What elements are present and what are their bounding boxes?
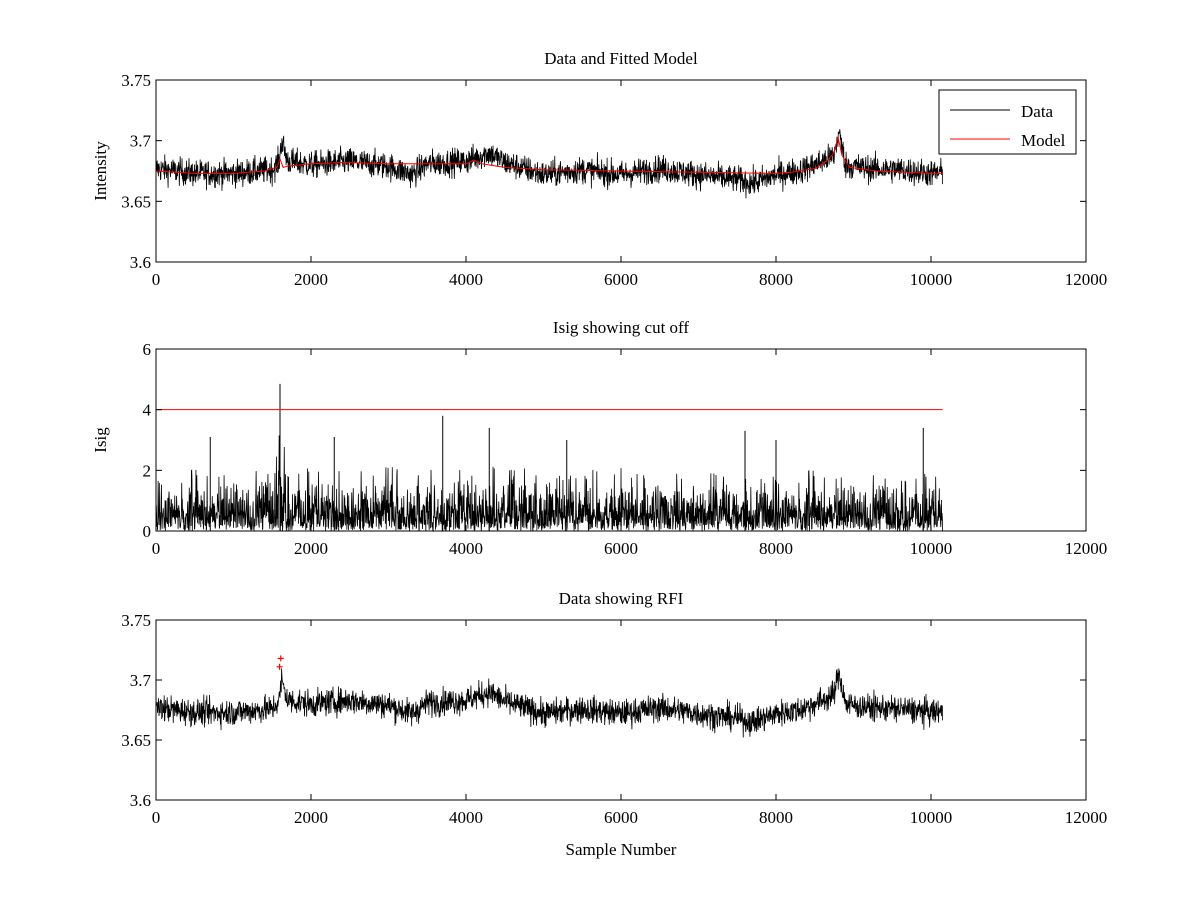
x-tick-label: 12000 [1065, 539, 1108, 558]
x-tick-label: 2000 [294, 539, 328, 558]
y-axis-label: Isig [91, 427, 110, 453]
y-tick-label: 4 [143, 401, 152, 420]
x-tick-label: 10000 [910, 539, 953, 558]
y-tick-label: 3.7 [130, 132, 152, 151]
x-tick-label: 6000 [604, 270, 638, 289]
x-tick-label: 0 [152, 808, 161, 827]
y-axis-label: Intensity [91, 141, 110, 201]
y-tick-label: 3.6 [130, 791, 151, 810]
x-axis-label: Sample Number [566, 840, 677, 859]
data-trace-line [155, 129, 944, 199]
legend-label-data: Data [1021, 102, 1054, 121]
rfi-marker-2 [277, 655, 284, 662]
x-tick-label: 2000 [294, 270, 328, 289]
legend-label-model: Model [1021, 131, 1066, 150]
series-threshold-p3 [276, 655, 284, 670]
x-tick-label: 8000 [759, 270, 793, 289]
x-tick-label: 0 [152, 270, 161, 289]
isig-trace-line [155, 435, 944, 533]
panel-2: 0 2000 4000 6000 8000 10000 12000 0 2 4 6 Isig show… [91, 318, 1107, 558]
x-tick-label: 12000 [1065, 270, 1108, 289]
x-tick-label: 6000 [604, 539, 638, 558]
series-model-p1 [155, 136, 943, 174]
x-tick-label: 4000 [449, 270, 483, 289]
x-tick-label: 4000 [449, 808, 483, 827]
y-tick-label: 0 [143, 522, 152, 541]
panel-1: 0 2000 4000 6000 8000 10000 12000 3.6 3.65 3.7 3.7… [91, 49, 1107, 289]
y-tick-label: 3.75 [121, 611, 151, 630]
x-tick-label: 10000 [910, 808, 953, 827]
x-tick-label: 0 [152, 539, 161, 558]
x-tick-label: 8000 [759, 539, 793, 558]
y-tick-label: 2 [143, 461, 152, 480]
series-signal-p2 [155, 383, 944, 533]
x-tick-label: 4000 [449, 539, 483, 558]
panel-3: 0 2000 4000 6000 8000 10000 12000 3.6 3.65 3.7 3.7… [121, 589, 1107, 859]
series-signal-p3 [155, 668, 944, 738]
rfi-marker-1 [276, 663, 283, 670]
y-tick-label: 3.6 [130, 253, 151, 272]
panel-title: Data and Fitted Model [544, 49, 698, 68]
model-line [155, 136, 943, 174]
y-tick-label: 6 [143, 340, 152, 359]
y-tick-label: 3.75 [121, 71, 151, 90]
x-tick-label: 10000 [910, 270, 953, 289]
y-tick-label: 3.65 [121, 731, 151, 750]
legend: Data Model [938, 89, 1077, 155]
panel-title: Isig showing cut off [553, 318, 689, 337]
y-tick-label: 3.7 [130, 671, 152, 690]
data-trace-line [155, 668, 944, 738]
x-tick-label: 6000 [604, 808, 638, 827]
legend-box [938, 89, 1077, 155]
panel-title: Data showing RFI [559, 589, 684, 608]
y-tick-label: 3.65 [121, 192, 151, 211]
series-data-p1 [155, 129, 944, 199]
x-tick-label: 12000 [1065, 808, 1108, 827]
x-tick-label: 2000 [294, 808, 328, 827]
x-tick-label: 8000 [759, 808, 793, 827]
